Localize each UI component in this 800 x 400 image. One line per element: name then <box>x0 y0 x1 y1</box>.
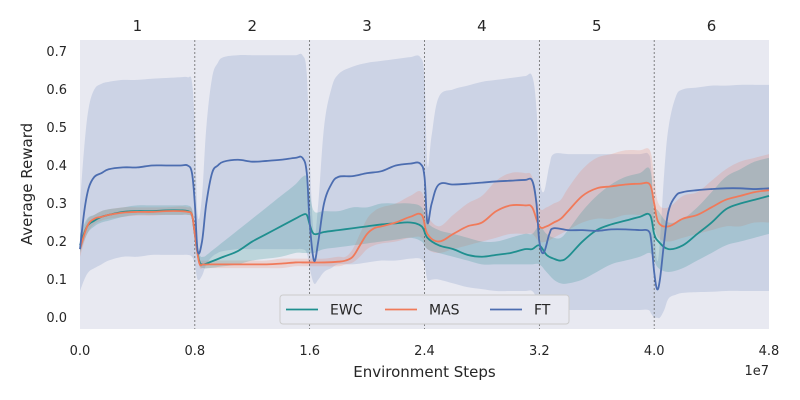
task-label-4: 4 <box>477 17 487 35</box>
x-axis-label: Environment Steps <box>353 363 496 381</box>
task-labels: 1 2 3 4 5 6 <box>133 17 717 35</box>
x-tick-label: 4.0 <box>644 344 665 359</box>
y-tick-label: 0.6 <box>46 83 67 98</box>
task-boundaries <box>194 40 655 329</box>
y-tick-label: 0.1 <box>46 273 67 288</box>
x-tick-label: 3.2 <box>529 344 550 359</box>
task-label-6: 6 <box>707 17 717 35</box>
y-axis-label: Average Reward <box>18 123 36 245</box>
x-tick-labels: 0.0 0.8 1.6 2.4 3.2 4.0 4.8 <box>70 344 780 359</box>
task-label-5: 5 <box>592 17 602 35</box>
y-tick-label: 0.5 <box>46 121 67 136</box>
x-tick-label: 1.6 <box>299 344 320 359</box>
task-label-2: 2 <box>247 17 257 35</box>
y-tick-labels: 0.0 0.1 0.2 0.3 0.4 0.5 0.6 0.7 <box>46 45 67 326</box>
x-tick-label: 2.4 <box>414 344 435 359</box>
legend-item-ewc: EWC <box>286 303 363 319</box>
series-lines <box>79 155 770 291</box>
y-tick-label: 0.3 <box>46 197 67 212</box>
legend-item-mas: MAS <box>385 303 460 319</box>
line-ft <box>79 155 770 291</box>
legend-label: EWC <box>330 303 363 319</box>
legend-label: MAS <box>429 303 460 319</box>
x-tick-label: 0.8 <box>184 344 205 359</box>
x-axis-scale-label: 1e7 <box>744 364 769 379</box>
x-tick-label: 0.0 <box>70 344 91 359</box>
task-label-3: 3 <box>362 17 372 35</box>
legend-label: FT <box>534 303 551 319</box>
y-tick-label: 0.7 <box>46 45 67 60</box>
legend-item-ft: FT <box>490 303 551 319</box>
legend: EWC MAS FT <box>279 294 570 325</box>
line-mas <box>79 181 770 267</box>
legend-box <box>279 294 570 325</box>
x-tick-label: 4.8 <box>759 344 780 359</box>
y-tick-label: 0.2 <box>46 235 67 250</box>
task-label-1: 1 <box>133 17 143 35</box>
y-tick-label: 0.4 <box>46 159 67 174</box>
y-tick-label: 0.0 <box>46 311 67 326</box>
